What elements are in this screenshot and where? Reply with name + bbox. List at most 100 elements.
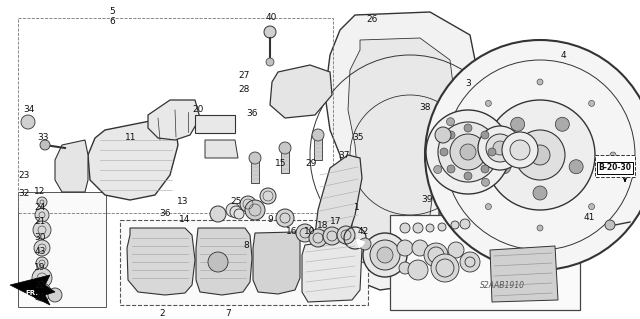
Circle shape bbox=[464, 172, 472, 180]
Text: 15: 15 bbox=[275, 159, 287, 167]
Text: 41: 41 bbox=[583, 213, 595, 222]
Circle shape bbox=[515, 130, 565, 180]
Circle shape bbox=[485, 100, 595, 210]
Text: 7: 7 bbox=[225, 308, 231, 317]
Circle shape bbox=[434, 166, 442, 174]
Circle shape bbox=[32, 268, 52, 288]
Circle shape bbox=[426, 224, 434, 232]
Text: 30: 30 bbox=[35, 234, 45, 242]
Circle shape bbox=[537, 225, 543, 231]
Circle shape bbox=[478, 126, 522, 170]
Circle shape bbox=[448, 242, 464, 258]
Text: 38: 38 bbox=[419, 103, 431, 113]
Circle shape bbox=[510, 140, 530, 160]
Circle shape bbox=[408, 260, 428, 280]
Text: 32: 32 bbox=[19, 189, 29, 197]
Circle shape bbox=[399, 262, 411, 274]
Text: 39: 39 bbox=[421, 196, 433, 204]
Polygon shape bbox=[10, 275, 55, 305]
Circle shape bbox=[485, 204, 492, 210]
Circle shape bbox=[481, 165, 489, 173]
Text: 13: 13 bbox=[177, 197, 189, 205]
Circle shape bbox=[605, 220, 615, 230]
Circle shape bbox=[33, 221, 51, 239]
Text: 24: 24 bbox=[35, 203, 45, 211]
Circle shape bbox=[249, 152, 261, 164]
Circle shape bbox=[481, 178, 490, 186]
Text: 3: 3 bbox=[465, 78, 471, 87]
Circle shape bbox=[497, 160, 511, 174]
Circle shape bbox=[488, 148, 496, 156]
Text: 11: 11 bbox=[125, 133, 137, 143]
FancyBboxPatch shape bbox=[120, 220, 368, 305]
Circle shape bbox=[569, 160, 583, 174]
Circle shape bbox=[431, 254, 459, 282]
Text: 14: 14 bbox=[179, 214, 191, 224]
Circle shape bbox=[438, 122, 498, 182]
Text: 34: 34 bbox=[23, 106, 35, 115]
Polygon shape bbox=[251, 158, 259, 183]
Circle shape bbox=[226, 203, 240, 217]
Circle shape bbox=[486, 134, 514, 162]
Circle shape bbox=[424, 243, 448, 267]
Text: 25: 25 bbox=[230, 197, 242, 205]
Text: 5: 5 bbox=[109, 8, 115, 17]
Circle shape bbox=[451, 221, 459, 229]
Circle shape bbox=[40, 140, 50, 150]
Text: 17: 17 bbox=[330, 218, 342, 226]
Text: 1: 1 bbox=[354, 204, 360, 212]
Text: 37: 37 bbox=[339, 151, 349, 160]
Circle shape bbox=[438, 223, 446, 231]
Circle shape bbox=[460, 252, 480, 272]
Circle shape bbox=[400, 223, 410, 233]
Polygon shape bbox=[55, 140, 88, 192]
Circle shape bbox=[37, 197, 47, 207]
Circle shape bbox=[312, 129, 324, 141]
Text: 33: 33 bbox=[37, 133, 49, 143]
Polygon shape bbox=[270, 65, 332, 118]
Circle shape bbox=[610, 152, 616, 158]
Circle shape bbox=[309, 229, 327, 247]
Circle shape bbox=[485, 100, 492, 106]
Circle shape bbox=[413, 223, 423, 233]
Circle shape bbox=[337, 226, 355, 244]
Polygon shape bbox=[205, 140, 238, 158]
Circle shape bbox=[530, 145, 550, 165]
Text: 18: 18 bbox=[317, 221, 329, 231]
Circle shape bbox=[234, 209, 244, 219]
Circle shape bbox=[264, 26, 276, 38]
Text: 36: 36 bbox=[159, 209, 171, 218]
Polygon shape bbox=[325, 12, 478, 290]
Text: 16: 16 bbox=[286, 227, 298, 236]
Text: 21: 21 bbox=[35, 218, 45, 226]
Circle shape bbox=[435, 127, 451, 143]
Circle shape bbox=[260, 188, 276, 204]
Circle shape bbox=[245, 200, 265, 220]
Text: 23: 23 bbox=[19, 170, 29, 180]
Circle shape bbox=[440, 148, 448, 156]
Circle shape bbox=[425, 40, 640, 270]
Text: S2AAB1910: S2AAB1910 bbox=[479, 280, 525, 290]
Circle shape bbox=[493, 141, 507, 155]
Text: 20: 20 bbox=[192, 106, 204, 115]
Text: 29: 29 bbox=[305, 159, 317, 167]
Circle shape bbox=[230, 206, 242, 218]
Text: 22: 22 bbox=[35, 280, 45, 290]
Text: FR.: FR. bbox=[26, 290, 38, 296]
Circle shape bbox=[428, 247, 444, 263]
Circle shape bbox=[296, 224, 314, 242]
Circle shape bbox=[533, 186, 547, 200]
Circle shape bbox=[276, 209, 294, 227]
Polygon shape bbox=[253, 232, 300, 294]
Circle shape bbox=[377, 247, 393, 263]
Text: 6: 6 bbox=[109, 18, 115, 26]
Text: 9: 9 bbox=[267, 216, 273, 225]
Circle shape bbox=[447, 118, 454, 126]
Circle shape bbox=[412, 240, 428, 256]
FancyBboxPatch shape bbox=[390, 215, 580, 310]
Polygon shape bbox=[88, 120, 178, 200]
Circle shape bbox=[426, 110, 510, 194]
Circle shape bbox=[502, 132, 538, 168]
Polygon shape bbox=[127, 228, 195, 295]
Circle shape bbox=[511, 117, 525, 131]
